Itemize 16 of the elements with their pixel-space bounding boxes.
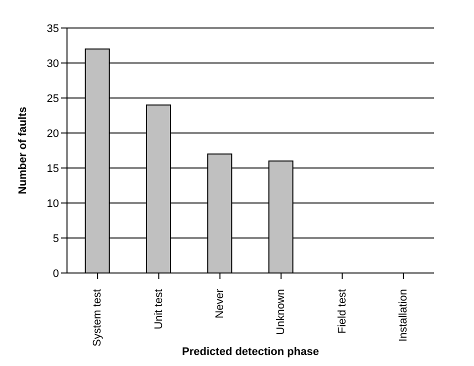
x-tick-label: System test [92, 289, 104, 346]
y-tick-label: 20 [46, 128, 59, 140]
x-tick-label: Unknown [275, 289, 288, 335]
x-tick-label: Installation [397, 289, 410, 342]
y-tick-label: 35 [46, 22, 59, 35]
y-tick-label: 0 [52, 268, 59, 280]
x-axis-title: Predicted detection phase [182, 346, 319, 358]
y-tick-label: 5 [52, 232, 59, 245]
x-tick-label: Field test [336, 289, 348, 334]
y-tick-label: 10 [46, 198, 59, 210]
y-axis-title: Number of faults [16, 106, 29, 194]
y-tick-label: 30 [46, 58, 59, 70]
x-tick-label: Unit test [152, 289, 165, 330]
x-tick-label: Never [214, 288, 226, 318]
y-tick-label: 25 [46, 92, 59, 105]
y-tick-label: 15 [46, 162, 59, 175]
